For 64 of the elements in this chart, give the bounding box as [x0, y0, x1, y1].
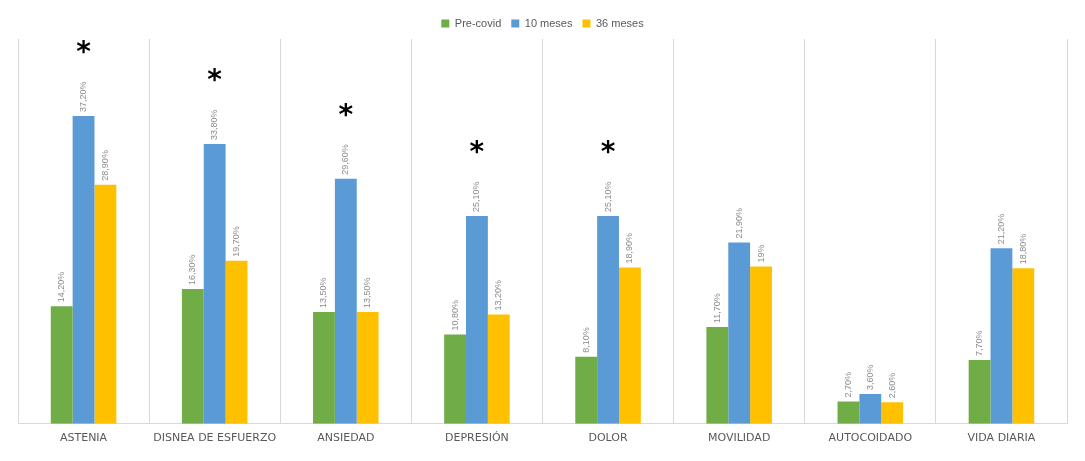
data-label: 18,90% [624, 232, 635, 264]
data-label: 7,70% [974, 330, 985, 357]
data-label: 29,60% [340, 144, 351, 175]
bar [203, 144, 226, 424]
annotation: * [76, 35, 92, 69]
bar [618, 267, 641, 424]
x-tick-label: ANSIEDAD [317, 431, 375, 445]
annotation: * [469, 135, 485, 169]
x-tick-label: DEPRESIÓN [445, 431, 509, 445]
x-tick-label: AUTOCOIDADO [828, 431, 913, 445]
data-label: 16,30% [187, 254, 198, 285]
data-label: 37,20% [78, 81, 89, 112]
data-label: 28,90% [99, 150, 110, 181]
x-tick-label: VIDA DIARIA [967, 431, 1036, 445]
data-label: 14,20% [56, 271, 67, 303]
bar [859, 394, 882, 424]
bar [837, 401, 860, 424]
bar [313, 312, 335, 424]
data-label: 21,20% [995, 213, 1006, 245]
data-label: 13,50% [362, 277, 373, 309]
data-label: 8,10% [580, 327, 591, 353]
data-label: 10,80% [449, 299, 460, 331]
bar [181, 288, 204, 424]
bar [968, 360, 991, 424]
bar [706, 326, 729, 424]
bar [597, 216, 619, 424]
x-tick-label: ASTENIA [59, 431, 108, 445]
bar [881, 402, 904, 424]
annotation: * [600, 135, 616, 169]
bar [575, 356, 598, 424]
bar [990, 248, 1013, 424]
x-tick-label: DISNEA DE ESFUERZO [153, 431, 277, 445]
bar [750, 266, 772, 424]
bar [50, 306, 73, 424]
bar [72, 115, 95, 424]
annotation: * [338, 98, 354, 132]
bar [356, 312, 379, 424]
x-tick-label: MOVILIDAD [708, 431, 771, 445]
bar [1012, 268, 1035, 424]
data-label: 11,70% [711, 293, 722, 323]
bar [225, 260, 248, 424]
data-label: 19,70% [231, 226, 242, 257]
data-label: 25,10% [602, 181, 613, 213]
bar [94, 184, 117, 424]
data-label: 33,80% [209, 109, 220, 141]
data-label: 21,90% [733, 208, 744, 239]
data-label: 25,10% [471, 181, 482, 213]
bar [334, 178, 357, 424]
data-label: 3,60% [864, 364, 875, 391]
bar [444, 334, 467, 424]
x-tick-label: DOLOR [588, 431, 628, 445]
bar [728, 242, 751, 424]
bar [466, 216, 488, 424]
data-label: 18,80% [1017, 233, 1028, 265]
data-label: 2,70% [842, 371, 853, 398]
data-label: 19% [755, 244, 766, 263]
annotation: * [207, 63, 223, 97]
data-label: 13,50% [318, 277, 329, 309]
legend-label: 10 meses [524, 16, 573, 29]
bar [487, 314, 510, 424]
legend-label: Pre-covid [454, 16, 502, 29]
data-label: 2,60% [886, 372, 897, 399]
legend-label: 36 meses [595, 16, 645, 29]
data-label: 13,20% [493, 280, 504, 311]
